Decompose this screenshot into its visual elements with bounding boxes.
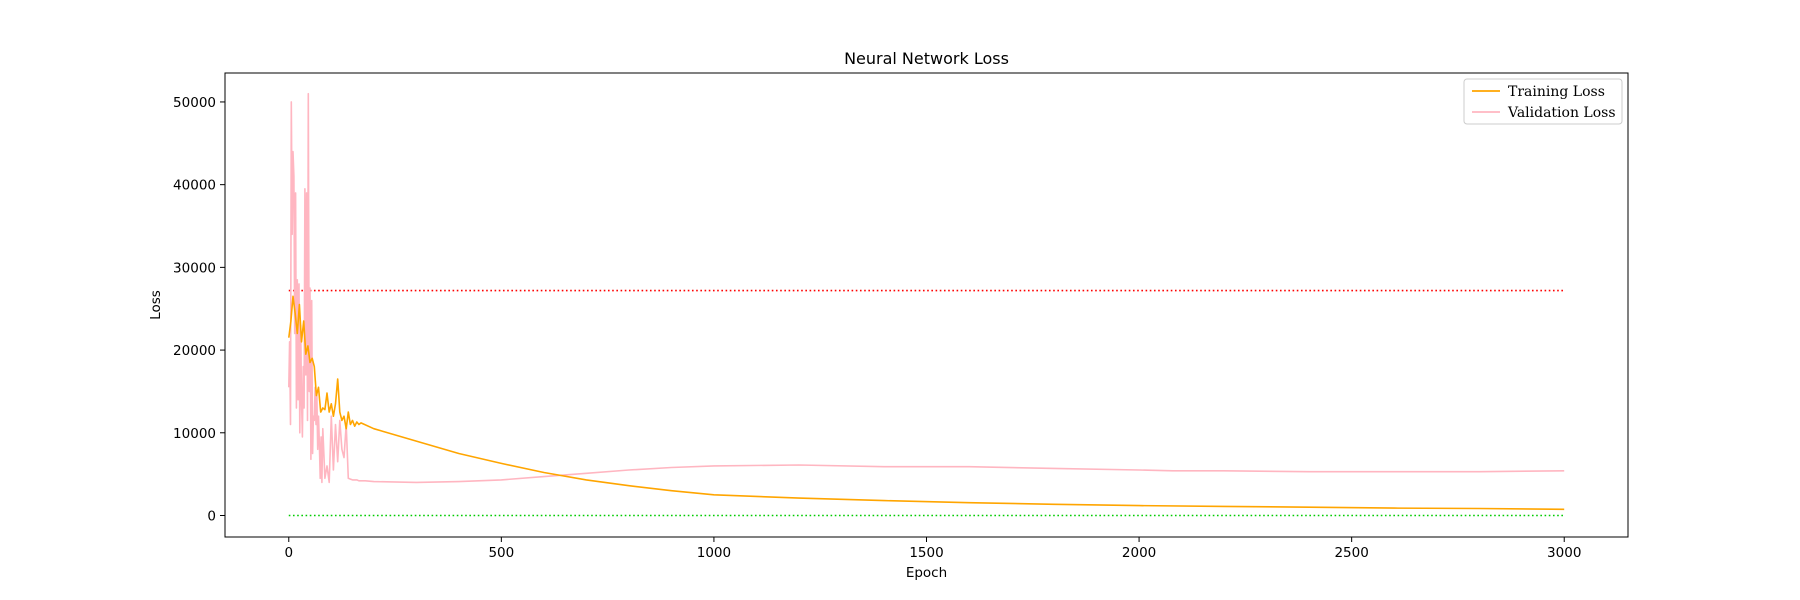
legend: Training Loss Validation Loss: [1463, 78, 1623, 125]
legend-label-0: Training Loss: [1508, 84, 1605, 100]
y-tick-label: 10000: [173, 426, 216, 442]
x-tick-label: 500: [488, 545, 514, 561]
reference-lines: [288, 289, 1565, 517]
y-tick-label: 20000: [173, 343, 216, 359]
chart-title: Neural Network Loss: [844, 49, 1009, 68]
x-tick-label: 0: [284, 545, 293, 561]
legend-box: [1463, 78, 1623, 125]
x-tick-label: 2500: [1334, 545, 1368, 561]
series-line-1: [288, 92, 1565, 484]
x-axis: 0 500 1000 1500 2000 2500 3000: [284, 537, 1581, 561]
x-tick-label: 2000: [1122, 545, 1156, 561]
series-layer: [288, 92, 1565, 511]
y-axis-label: Loss: [148, 290, 164, 320]
y-axis: 0 10000 20000 30000 40000 50000: [173, 95, 225, 524]
legend-label-1: Validation Loss: [1507, 105, 1616, 121]
x-tick-label: 1000: [697, 545, 731, 561]
y-tick-label: 30000: [173, 260, 216, 276]
x-tick-label: 1500: [909, 545, 943, 561]
series-line-0: [288, 295, 1565, 511]
y-tick-label: 40000: [173, 178, 216, 194]
x-tick-label: 3000: [1547, 545, 1581, 561]
y-tick-label: 0: [207, 508, 216, 524]
x-axis-label: Epoch: [906, 565, 947, 581]
y-tick-label: 50000: [173, 95, 216, 111]
